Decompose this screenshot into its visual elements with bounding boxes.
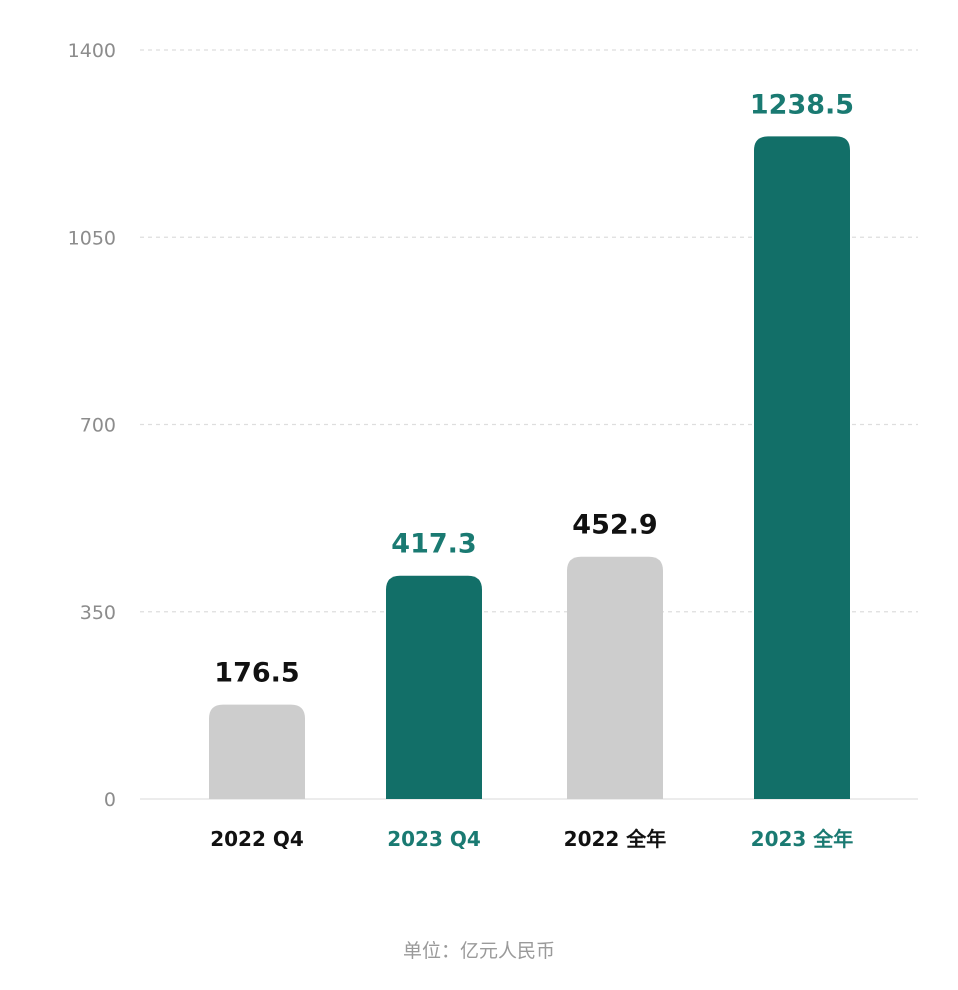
value-labels: 176.5 417.3 452.9 1238.5 xyxy=(214,89,854,688)
y-tick-label: 1050 xyxy=(68,227,116,249)
bars xyxy=(209,136,850,800)
x-tick-label: 2022 Q4 xyxy=(210,827,304,851)
x-tick-label: 2023 全年 xyxy=(751,827,854,851)
unit-note: 单位：亿元人民币 xyxy=(402,940,555,962)
y-tick-label: 700 xyxy=(80,415,116,437)
data-label: 452.9 xyxy=(572,510,657,541)
data-label: 176.5 xyxy=(214,658,299,689)
bar xyxy=(386,575,482,799)
data-label: 417.3 xyxy=(391,529,476,560)
data-label: 1238.5 xyxy=(750,89,854,120)
y-tick-label: 1400 xyxy=(68,40,116,62)
bar xyxy=(209,704,305,799)
y-tick-label: 350 xyxy=(80,602,116,624)
x-axis-ticks: 2022 Q4 2023 Q4 2022 全年 2023 全年 xyxy=(210,827,853,851)
y-axis-ticks: 0 350 700 1050 1400 xyxy=(68,40,116,811)
bar xyxy=(567,556,663,799)
y-tick-label: 0 xyxy=(104,789,116,811)
x-tick-label: 2023 Q4 xyxy=(387,827,481,851)
x-tick-label: 2022 全年 xyxy=(564,827,667,851)
bar xyxy=(754,136,850,800)
